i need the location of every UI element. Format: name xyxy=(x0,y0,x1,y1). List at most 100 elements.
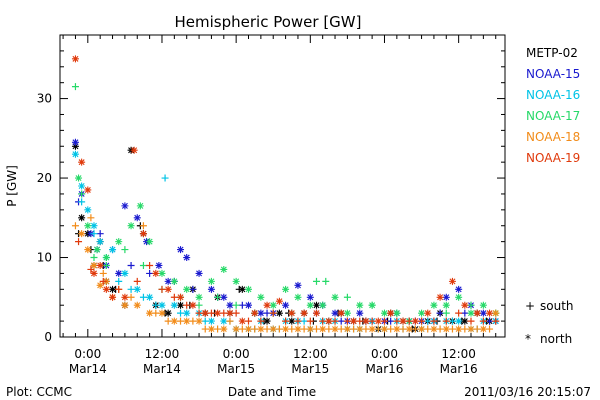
noaa-17-north-point xyxy=(127,222,135,230)
noaa-19-south-point xyxy=(282,317,290,325)
footer-timestamp: 2011/03/16 20:15:07 xyxy=(464,385,591,399)
noaa-19-north-point xyxy=(84,186,92,194)
noaa-18-north-point xyxy=(269,325,277,333)
noaa-16-north-point xyxy=(109,246,117,254)
noaa-19-north-point xyxy=(337,309,345,317)
noaa-18-north-point xyxy=(96,281,104,289)
noaa-19-north-point xyxy=(78,158,86,166)
noaa-17-north-point xyxy=(84,222,92,230)
noaa-19-south-point xyxy=(207,309,215,317)
metp-02-north-point xyxy=(177,301,185,309)
noaa-19-south-point xyxy=(146,261,154,269)
noaa-19-south-point xyxy=(115,285,123,293)
hemisphere-key: + south * north xyxy=(525,299,574,346)
noaa-19-north-point xyxy=(130,146,138,154)
noaa-19-north-point xyxy=(263,301,271,309)
noaa-17-north-point xyxy=(102,254,110,262)
noaa-18-north-point xyxy=(146,309,154,317)
noaa-16-south-point xyxy=(161,174,169,182)
data-markers xyxy=(71,55,500,333)
metp-02-north-point xyxy=(263,317,271,325)
noaa-18-south-point xyxy=(189,317,197,325)
noaa-16-north-point xyxy=(220,317,228,325)
noaa-19-north-point xyxy=(275,297,283,305)
noaa-19-north-point xyxy=(214,309,222,317)
noaa-19-north-point xyxy=(436,293,444,301)
noaa-18-south-point xyxy=(486,325,494,333)
noaa-18-south-point xyxy=(424,325,432,333)
noaa-19-north-point xyxy=(374,317,382,325)
noaa-17-north-point xyxy=(257,293,265,301)
noaa-15-south-point xyxy=(189,285,197,293)
noaa-15-north-point xyxy=(155,261,163,269)
noaa-16-north-point xyxy=(71,150,79,158)
noaa-17-north-point xyxy=(183,285,191,293)
noaa-19-south-point xyxy=(442,317,450,325)
noaa-19-south-point xyxy=(467,317,475,325)
noaa-17-north-point xyxy=(467,309,475,317)
noaa-18-south-point xyxy=(362,325,370,333)
noaa-18-north-point xyxy=(442,325,450,333)
x-tick-label-time: 12:00 xyxy=(145,347,180,361)
legend-entry: NOAA-18 xyxy=(526,130,580,144)
noaa-19-south-point xyxy=(430,317,438,325)
noaa-16-south-point xyxy=(448,317,456,325)
noaa-17-south-point xyxy=(312,277,320,285)
noaa-19-south-point xyxy=(158,285,166,293)
noaa-19-south-point xyxy=(75,238,83,246)
noaa-19-north-point xyxy=(350,317,358,325)
x-tick-label-time: 0:00 xyxy=(74,347,101,361)
noaa-18-north-point xyxy=(368,325,376,333)
noaa-19-north-point xyxy=(288,309,296,317)
noaa-19-south-point xyxy=(492,317,500,325)
y-tick-label: 0 xyxy=(44,330,52,344)
noaa-19-south-point xyxy=(405,317,413,325)
noaa-18-south-point xyxy=(300,325,308,333)
noaa-17-north-point xyxy=(93,246,101,254)
noaa-18-south-point xyxy=(436,325,444,333)
noaa-17-north-point xyxy=(343,309,351,317)
noaa-15-north-point xyxy=(133,214,141,222)
noaa-17-south-point xyxy=(139,261,147,269)
noaa-18-south-point xyxy=(337,325,345,333)
y-tick-label: 20 xyxy=(37,171,52,185)
noaa-15-north-point xyxy=(207,285,215,293)
noaa-18-south-point xyxy=(374,325,382,333)
noaa-19-north-point xyxy=(325,317,333,325)
noaa-18-south-point xyxy=(263,325,271,333)
noaa-19-south-point xyxy=(183,301,191,309)
noaa-15-north-point xyxy=(331,309,339,317)
noaa-16-north-point xyxy=(78,182,86,190)
noaa-18-south-point xyxy=(87,214,95,222)
noaa-18-north-point xyxy=(306,325,314,333)
noaa-15-north-point xyxy=(282,301,290,309)
noaa-15-north-point xyxy=(245,301,253,309)
noaa-18-north-point xyxy=(78,230,86,238)
noaa-16-south-point xyxy=(78,198,86,206)
noaa-18-north-point xyxy=(405,325,413,333)
x-axis-label: Date and Time xyxy=(228,385,316,399)
x-tick-label-time: 0:00 xyxy=(371,347,398,361)
noaa-16-north-point xyxy=(207,317,215,325)
noaa-17-north-point xyxy=(269,301,277,309)
noaa-19-south-point xyxy=(479,317,487,325)
noaa-17-north-point xyxy=(442,301,450,309)
noaa-17-south-point xyxy=(467,301,475,309)
noaa-17-north-point xyxy=(306,301,314,309)
noaa-19-south-point xyxy=(368,317,376,325)
noaa-19-north-point xyxy=(238,317,246,325)
noaa-18-north-point xyxy=(380,325,388,333)
x-tick-label-time: 0:00 xyxy=(223,347,250,361)
noaa-16-north-point xyxy=(96,238,104,246)
x-tick-label-date: Mar16 xyxy=(440,362,478,376)
noaa-18-south-point xyxy=(448,325,456,333)
noaa-17-north-point xyxy=(146,238,154,246)
footer-source: Plot: CCMC xyxy=(6,385,72,399)
noaa-18-north-point xyxy=(430,325,438,333)
metp-02-north-point xyxy=(312,301,320,309)
metp-02-north-point xyxy=(78,214,86,222)
noaa-18-south-point xyxy=(288,325,296,333)
noaa-17-south-point xyxy=(195,301,203,309)
noaa-19-south-point xyxy=(418,317,426,325)
noaa-16-north-point xyxy=(146,293,154,301)
